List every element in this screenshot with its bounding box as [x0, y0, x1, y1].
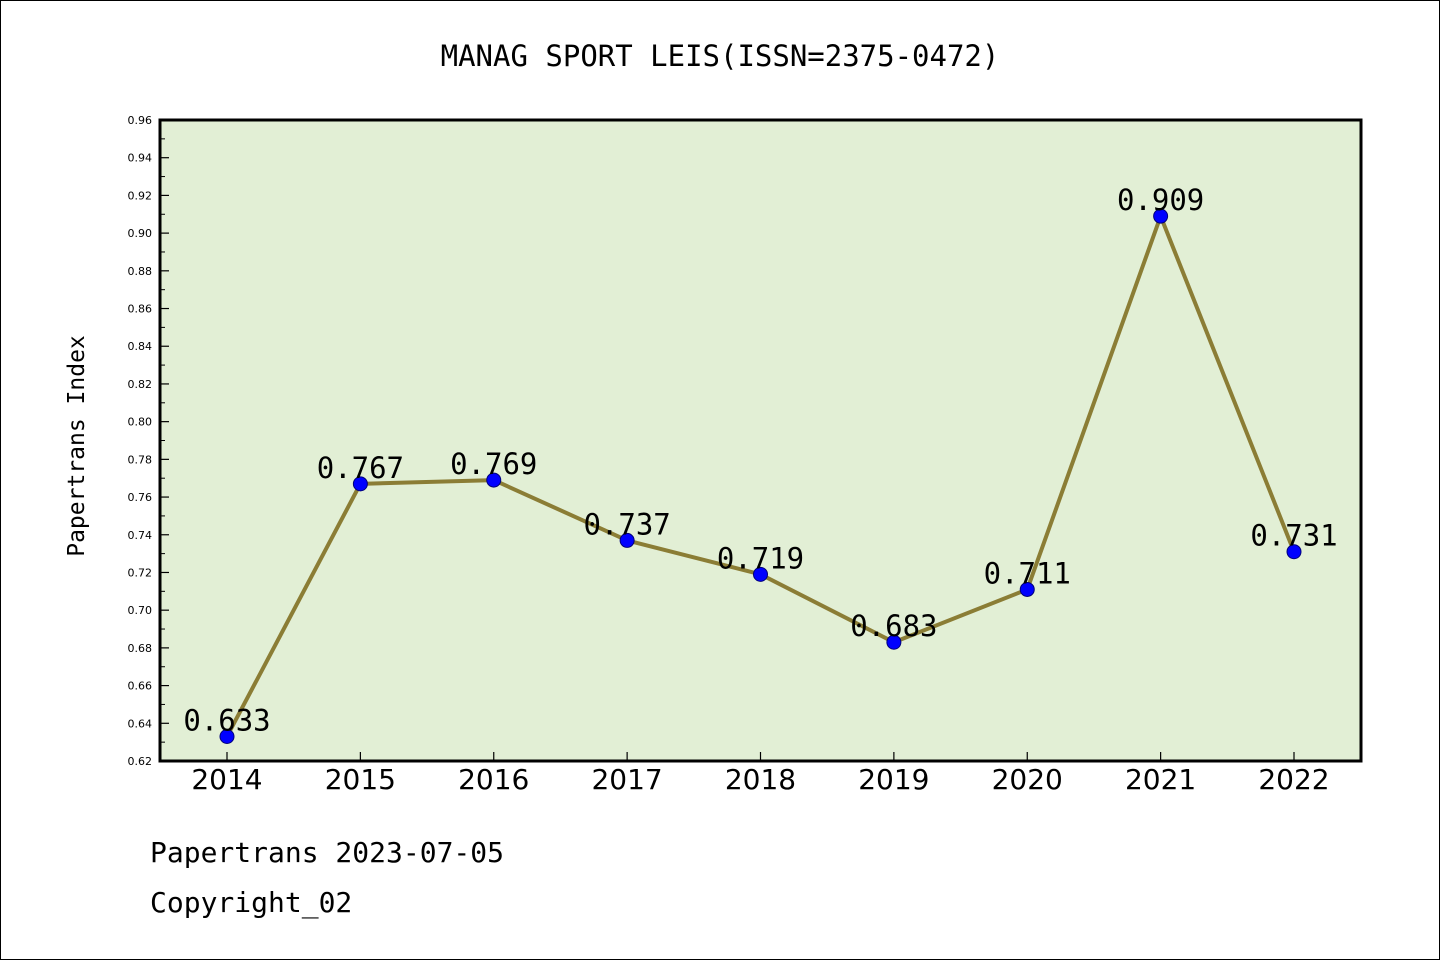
- x-axis: 2014 2015 2016 2017 2018 2019 2020 2021 2022: [191, 752, 1330, 796]
- x-tick-label: 2015: [325, 763, 396, 796]
- data-point: [486, 472, 502, 488]
- data-point: [352, 476, 368, 492]
- footer-copyright: Copyright_02: [150, 886, 353, 919]
- y-tick-label: 0.92: [128, 189, 153, 202]
- y-tick-label: 0.86: [128, 303, 153, 316]
- series-markers: [219, 208, 1302, 744]
- y-tick-label: 0.94: [128, 152, 153, 165]
- chart-title: MANAG SPORT LEIS(ISSN=2375-0472): [441, 39, 1000, 73]
- x-tick-label: 2021: [1125, 763, 1196, 796]
- y-tick-label: 0.76: [128, 491, 153, 504]
- y-tick-label: 0.74: [128, 529, 153, 542]
- x-tick-label: 2022: [1258, 763, 1329, 796]
- data-point: [886, 634, 902, 650]
- data-labels: 0.633 0.767 0.769 0.737 0.719 0.683 0.711 0.909…: [183, 183, 1337, 737]
- data-label: 0.737: [583, 507, 670, 541]
- y-tick-label: 0.88: [128, 265, 153, 278]
- x-tick-label: 2017: [591, 763, 662, 796]
- y-tick-label: 0.96: [128, 114, 153, 127]
- y-tick-label: 0.80: [128, 416, 153, 429]
- data-point: [619, 532, 635, 548]
- x-tick-label: 2014: [191, 763, 262, 796]
- data-point: [1019, 581, 1035, 597]
- y-tick-label: 0.64: [128, 717, 153, 730]
- y-axis: 0.62 0.64 0.66 0.68 0.70 0.72 0.74 0.76 0.78 0.80…: [128, 114, 169, 768]
- y-tick-label: 0.84: [128, 340, 153, 353]
- x-tick-label: 2019: [858, 763, 929, 796]
- y-tick-label: 0.90: [128, 227, 153, 240]
- x-tick-label: 2016: [458, 763, 529, 796]
- x-tick-label: 2020: [992, 763, 1063, 796]
- data-point: [753, 566, 768, 582]
- data-label: 0.731: [1250, 519, 1337, 553]
- data-point: [1153, 208, 1169, 224]
- x-tick-label: 2018: [725, 763, 796, 796]
- data-label: 0.719: [717, 541, 804, 575]
- data-label: 0.767: [317, 451, 404, 485]
- data-label: 0.633: [183, 703, 270, 737]
- y-tick-label: 0.72: [128, 566, 153, 579]
- y-tick-label: 0.66: [128, 680, 153, 693]
- y-tick-label: 0.70: [128, 604, 153, 617]
- plot-area: [158, 118, 1363, 763]
- data-label: 0.683: [850, 609, 937, 643]
- y-tick-label: 0.78: [128, 453, 153, 466]
- data-label: 0.909: [1117, 183, 1204, 217]
- y-tick-label: 0.82: [128, 378, 153, 391]
- data-label: 0.769: [450, 447, 537, 481]
- y-tick-label: 0.62: [128, 755, 153, 768]
- data-point: [1286, 544, 1302, 560]
- data-point: [219, 728, 235, 744]
- data-label: 0.711: [984, 556, 1071, 590]
- y-tick-label: 0.68: [128, 642, 153, 655]
- footer-date: Papertrans 2023-07-05: [150, 836, 505, 869]
- y-axis-label: Papertrans Index: [64, 335, 90, 557]
